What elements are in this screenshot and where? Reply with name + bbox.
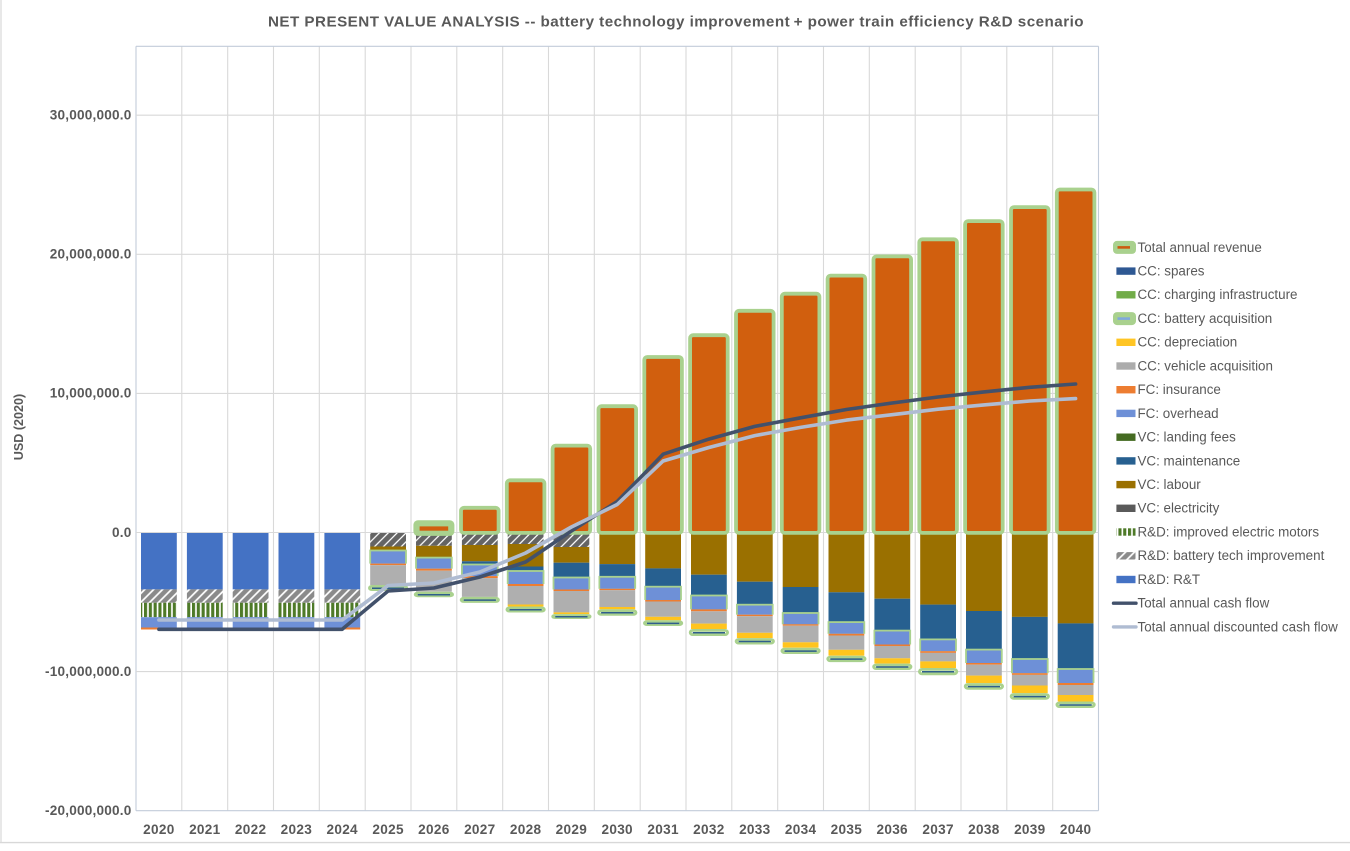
svg-text:2031: 2031 [647,822,679,837]
svg-text:2020: 2020 [143,822,174,837]
svg-text:2032: 2032 [693,822,725,837]
svg-text:CC: charging infrastructure: CC: charging infrastructure [1138,287,1298,302]
svg-text:FC: insurance: FC: insurance [1138,382,1221,397]
svg-text:2030: 2030 [601,822,632,837]
svg-text:2036: 2036 [876,822,908,837]
svg-text:2033: 2033 [739,822,771,837]
svg-text:USD (2020): USD (2020) [12,394,26,461]
svg-text:2028: 2028 [510,822,542,837]
svg-text:2040: 2040 [1060,822,1091,837]
svg-text:CC: vehicle acquisition: CC: vehicle acquisition [1138,358,1273,373]
svg-text:CC: depreciation: CC: depreciation [1138,335,1238,350]
svg-text:2039: 2039 [1014,822,1046,837]
svg-text:2023: 2023 [281,822,313,837]
svg-text:VC: labour: VC: labour [1138,477,1202,492]
svg-text:FC: overhead: FC: overhead [1138,406,1219,421]
svg-text:VC: landing fees: VC: landing fees [1138,430,1237,445]
svg-text:-20,000,000.0: -20,000,000.0 [45,803,132,818]
svg-text:Total annual discounted cash f: Total annual discounted cash flow [1138,619,1339,634]
svg-text:2034: 2034 [785,822,817,837]
svg-text:2035: 2035 [831,822,863,837]
svg-text:VC: maintenance: VC: maintenance [1138,453,1241,468]
svg-text:CC: spares: CC: spares [1138,264,1205,279]
svg-text:NET PRESENT VALUE ANALYSIS --: NET PRESENT VALUE ANALYSIS -- battery te… [268,14,1084,31]
svg-text:R&D: R&T: R&D: R&T [1138,572,1201,587]
svg-text:2029: 2029 [556,822,588,837]
svg-text:20,000,000.0: 20,000,000.0 [50,247,132,262]
svg-text:2025: 2025 [372,822,404,837]
svg-text:2037: 2037 [922,822,953,837]
svg-text:Total annual revenue: Total annual revenue [1138,240,1262,255]
svg-text:2022: 2022 [235,822,267,837]
svg-text:0.0: 0.0 [112,525,132,540]
svg-text:-10,000,000.0: -10,000,000.0 [45,664,132,679]
svg-text:R&D: improved electric motors: R&D: improved electric motors [1138,524,1320,539]
svg-text:CC: battery acquisition: CC: battery acquisition [1138,311,1273,326]
svg-text:Total annual cash flow: Total annual cash flow [1138,596,1270,611]
svg-text:2027: 2027 [464,822,495,837]
svg-text:30,000,000.0: 30,000,000.0 [50,108,132,123]
svg-text:2021: 2021 [189,822,221,837]
svg-text:2024: 2024 [326,822,358,837]
svg-text:10,000,000.0: 10,000,000.0 [50,386,132,401]
svg-text:2026: 2026 [418,822,450,837]
svg-text:R&D: battery tech improvement: R&D: battery tech improvement [1138,548,1325,563]
svg-text:2038: 2038 [968,822,1000,837]
svg-text:VC: electricity: VC: electricity [1138,501,1220,516]
